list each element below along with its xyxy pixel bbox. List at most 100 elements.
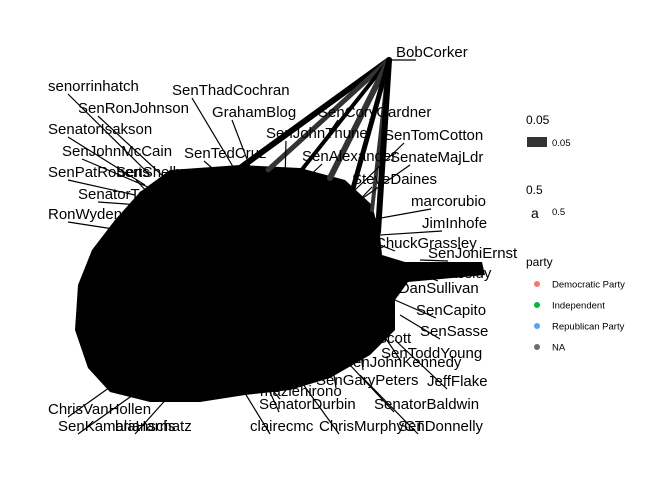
node-leader-line (379, 230, 443, 236)
node-label: SenTomCotton (384, 127, 483, 144)
node-label: ChrisMurphyCT (319, 418, 424, 435)
node-label: JimInhofe (422, 215, 487, 232)
node-label: clairecmc (250, 418, 314, 435)
node-leader-line (359, 164, 411, 201)
node-leader-line (394, 339, 448, 390)
legend-party-items: Democratic Party Independent Republican Pa… (534, 280, 625, 354)
node-label: SenSasse (420, 323, 488, 340)
node-label: SenToddYoung (381, 345, 482, 362)
node-leader-line (349, 364, 395, 413)
node-leader-line (135, 179, 151, 196)
node-label: RonWyden (48, 206, 122, 223)
node-label: SenAlexander (302, 148, 396, 165)
node-leader-line (231, 119, 256, 181)
node-label: brianschatz (115, 418, 192, 435)
node-leader-line (299, 119, 339, 176)
node-leader-line (67, 379, 121, 418)
node-leader-line (97, 115, 166, 179)
node-label: SenJohnThune (266, 125, 368, 142)
legend-party-label: Democratic Party (552, 280, 625, 291)
node-leader-line (394, 299, 437, 319)
edge-layer (75, 57, 485, 402)
node-label: SenateMajLdr (390, 149, 483, 166)
edge-mass (75, 165, 485, 402)
node-label-layer: BobCorker senorrinhatch SenThadCochranSenR… (48, 44, 518, 435)
node-leader-line (67, 179, 136, 196)
node-label: SenatorTester (78, 186, 171, 203)
node-label: BillCassidy (418, 265, 492, 282)
legend-edge-width-label: 0.05 (552, 138, 571, 149)
node-label: SenatorBaldwin (374, 396, 479, 413)
node-leader-line (389, 289, 393, 297)
node-leader-line (67, 221, 121, 231)
legend-party-title: party (526, 255, 553, 269)
node-label: SenatorIsakson (48, 121, 152, 138)
node-leader-line (259, 369, 280, 413)
node-label: SenatorDurbin (259, 396, 356, 413)
node-leader-line (67, 136, 146, 186)
node-leader-line (67, 93, 151, 176)
node-label: SenDonnelly (398, 418, 484, 435)
node-leader-line (81, 158, 156, 191)
node-leader-line (354, 142, 405, 191)
node-leader-line (77, 389, 141, 435)
edge (327, 57, 392, 181)
node-label: SenCoryGardner (318, 104, 431, 121)
node-leader-line (299, 163, 323, 186)
node-label: senorrinhatch (48, 78, 139, 95)
legend-party-swatch (534, 344, 540, 350)
node-leader-line (419, 259, 449, 262)
node-label: SenKamalaHarris (58, 418, 176, 435)
node-leader-line (299, 339, 321, 347)
node-label: SenJoniErnst (428, 245, 518, 262)
legend-label-size-glyph: a (531, 205, 539, 221)
legend-party-label: NA (552, 343, 566, 354)
node-leader-line (203, 160, 221, 176)
node-label: SenatorTimScott (300, 330, 412, 347)
node-label: SenCapito (416, 302, 486, 319)
node-leader-line (369, 208, 432, 221)
node-label: GrahamBlog (212, 104, 296, 121)
node-leader-line (239, 384, 271, 435)
node-label: SenThadCochran (172, 82, 290, 99)
node-label: ChuckGrassley (375, 235, 477, 252)
node-label: SenTedCruz (184, 145, 267, 162)
node-label: SenPatRoberts (48, 164, 150, 181)
node-label: ChrisVanHollen (48, 401, 151, 418)
node-label: SenRonJohnson (78, 100, 189, 117)
legend: 0.05 0.05 0.5 a 0.5 party Democratic Par… (526, 113, 625, 354)
node-leader-line (409, 269, 439, 282)
node-leader-line (379, 329, 402, 362)
node-leader-line (299, 379, 340, 435)
legend-label-size-title: 0.5 (526, 183, 543, 197)
node-label: BobCorker (396, 44, 468, 61)
node-label: SenGaryPeters (316, 372, 419, 389)
node-leader-line (191, 97, 236, 171)
node-label: SenShelby (116, 164, 189, 181)
node-leader-line (379, 244, 396, 252)
node-leader-line (97, 201, 141, 206)
legend-party-swatch (534, 281, 540, 287)
edge (265, 57, 392, 173)
node-leader-line (254, 369, 281, 400)
edge (237, 57, 392, 171)
node-label: SenDanSullivan (372, 280, 479, 297)
node-leader-line (399, 314, 441, 340)
node-label: marcorubio (411, 193, 486, 210)
node-leader-line (349, 186, 373, 211)
node-leader-line (359, 344, 364, 371)
legend-party-label: Independent (552, 301, 605, 312)
edge (349, 57, 392, 195)
node-label: JeffFlake (427, 373, 488, 390)
legend-edge-width-key (527, 137, 547, 147)
node-leader-line (359, 374, 419, 435)
node-leader-line (284, 140, 287, 181)
edge (375, 57, 392, 235)
legend-label-size-label: 0.5 (552, 207, 565, 218)
node-leader-line (329, 349, 337, 389)
legend-party-swatch (534, 302, 540, 308)
node-leader-line (134, 394, 171, 435)
node-label: SenJohnKennedy (343, 354, 462, 371)
